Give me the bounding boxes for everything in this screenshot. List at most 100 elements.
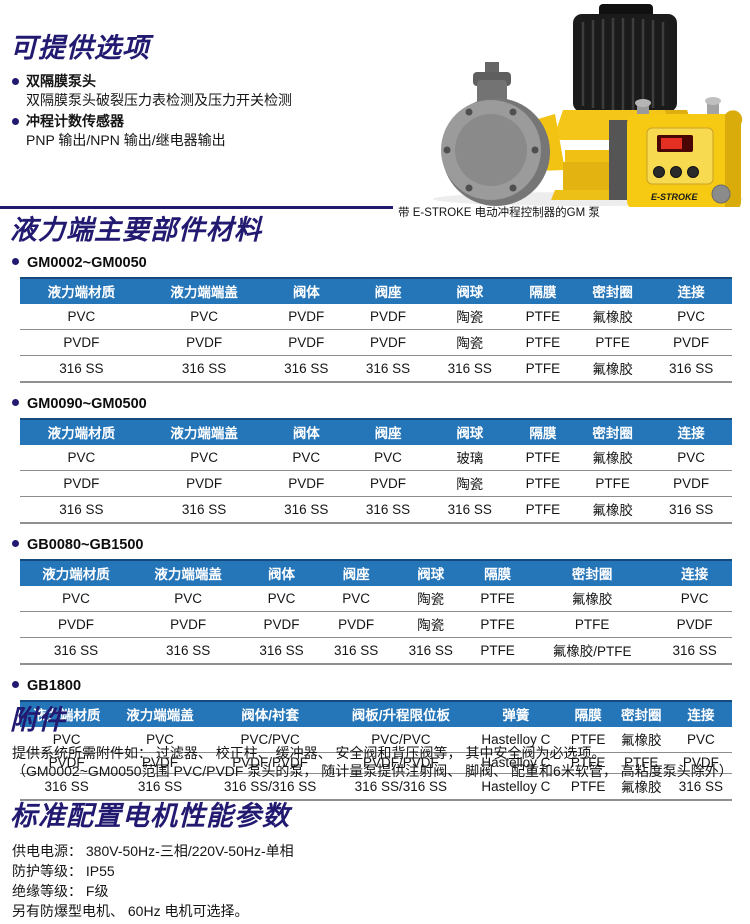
table-row: PVC PVC PVDF PVDF 陶瓷 PTFE 氟橡胶 PVC: [20, 303, 732, 330]
table-cell: PVDF: [244, 611, 319, 638]
bullet-icon: [12, 680, 19, 688]
bullet-icon: [12, 398, 19, 406]
table-cell: PTFE: [468, 585, 528, 612]
gland-cap-right: [705, 97, 721, 105]
table-cell: PVDF: [657, 611, 732, 638]
table-cell: PVDF/PVDF: [206, 752, 334, 774]
motor-line: 供电电源： 380V-50Hz-三相/220V-50Hz-单相: [12, 842, 294, 859]
table-cell: 陶瓷: [428, 470, 511, 497]
table-cell: Hastelloy C: [468, 752, 564, 774]
table-cell: 316 SS: [113, 773, 207, 801]
table-cell: PTFE: [510, 355, 576, 383]
table-cell: PVC: [265, 444, 348, 471]
accessories-text: 提供系统所需附件如： 过滤器、 校正柱、 缓冲器、 安全阀和背压阀等， 其中安全…: [12, 744, 742, 780]
table-cell: PTFE: [510, 496, 576, 524]
column-header: 连接: [650, 276, 732, 304]
table-cell: PTFE: [510, 329, 576, 356]
column-header: 密封圈: [575, 417, 651, 445]
table-cell: PVC/PVC: [206, 726, 334, 753]
table-cell: 316 SS/316 SS: [333, 773, 469, 801]
materials-table: 液力端材质 液力端端盖 阀体 阀座 阀球 隔膜 密封圈 连接 PVC PVC PVC PVC 玻璃 PTF…: [20, 417, 732, 524]
table-cell: 316 SS: [428, 496, 511, 524]
table-cell: 氟橡胶: [575, 355, 651, 383]
motor-line: 防护等级： IP55: [12, 862, 115, 879]
table-cell: 氟橡胶: [612, 726, 670, 753]
port-hole: [711, 184, 731, 204]
brand-label: E-STROKE: [651, 192, 699, 202]
table-cell: PVC: [650, 444, 732, 471]
materials-table: 液力端材质 液力端端盖 阀体/衬套 阀板/升程限位板 弹簧 隔膜 密封圈 连接 PVC PVC PV…: [20, 699, 732, 801]
column-header: 液力端材质: [20, 276, 143, 304]
table-cell: 316 SS: [20, 773, 114, 801]
option-label: 双隔膜泵头: [12, 73, 410, 90]
column-header: 液力端端盖: [132, 558, 245, 586]
table-cell: 氟橡胶: [575, 496, 651, 524]
options-title: 可提供选项: [10, 33, 150, 63]
column-header: 密封圈: [575, 276, 651, 304]
table-cell: PVDF: [347, 329, 429, 356]
table-cell: PTFE: [563, 773, 613, 801]
table-cell: PVDF: [669, 752, 732, 774]
materials-table: 液力端材质 液力端端盖 阀体 阀座 阀球 隔膜 密封圈 连接 PVC PVC PVDF PVDF 陶瓷 P…: [20, 276, 732, 383]
pump-photo: E-STROKE: [413, 2, 748, 211]
column-header: 阀座: [347, 276, 429, 304]
table-cell: 316 SS: [20, 355, 143, 383]
head-inner: [455, 114, 527, 186]
bullet-icon: [12, 257, 19, 265]
controller-shade: [725, 110, 743, 211]
model-range-label: GM0090~GM0500: [27, 395, 147, 412]
table-row: 316 SS 316 SS 316 SS 316 SS 316 SS PTFE 氟橡胶 316…: [20, 496, 732, 524]
table-cell: PVDF: [650, 470, 732, 497]
table-body: PVC PVC PVC PVC 玻璃 PTFE 氟橡胶 PVC PVDF PVDF PVDF PVDF…: [20, 444, 732, 524]
option-label: 冲程计数传感器: [12, 113, 410, 130]
column-header: 密封圈: [612, 699, 670, 727]
materials-title: 液力端主要部件材料: [10, 215, 262, 245]
table-cell: 玻璃: [428, 444, 511, 471]
table-cell: PVDF: [265, 303, 348, 330]
table-row: PVC PVC PVC/PVC PVC/PVC Hastelloy C PTFE 氟橡胶 PV…: [20, 726, 732, 753]
table-cell: 316 SS/316 SS: [206, 773, 334, 801]
column-header: 阀座: [347, 417, 429, 445]
table-row: 316 SS 316 SS 316 SS/316 SS 316 SS/316 SS Ha…: [20, 773, 732, 801]
options-list: 双隔膜泵头 双隔膜泵头破裂压力表检测及压力开关检测 冲程计数传感器 PNP 输出/NP…: [10, 73, 410, 149]
option-item: 双隔膜泵头 双隔膜泵头破裂压力表检测及压力开关检测: [12, 73, 410, 109]
head-bolts: [443, 108, 539, 192]
accessories-line: 提供系统所需附件如： 过滤器、 校正柱、 缓冲器、 安全阀和背压阀等， 其中安全…: [12, 744, 606, 761]
table-cell: PTFE: [527, 611, 658, 638]
model-range-label: GB1800: [27, 677, 82, 694]
option-detail: 双隔膜泵头破裂压力表检测及压力开关检测: [26, 91, 292, 108]
accessories-title: 附件: [10, 705, 66, 735]
material-table-group: GM0002~GM0050 液力端材质 液力端端盖 阀体 阀座 阀球 隔膜 密封圈 连接 PVC P…: [10, 255, 742, 383]
table-cell: PVC: [20, 585, 133, 612]
table-cell: PVC: [20, 444, 143, 471]
column-header: 连接: [669, 699, 732, 727]
table-cell: 316 SS: [393, 637, 469, 665]
table-cell: PVC: [142, 444, 266, 471]
table-cell: PTFE: [575, 329, 651, 356]
table-cell: 陶瓷: [428, 303, 511, 330]
table-cell: PTFE: [563, 726, 613, 753]
table-cell: PVC: [113, 726, 207, 753]
column-header: 阀体: [265, 276, 348, 304]
column-header: 阀体/衬套: [206, 699, 334, 727]
table-cell: PVC: [657, 585, 732, 612]
table-row: 316 SS 316 SS 316 SS 316 SS 316 SS PTFE 氟橡胶 316…: [20, 355, 732, 383]
motor-line: 另有防爆型电机、 60Hz 电机可选择。: [12, 902, 249, 919]
table-row: PVDF PVDF PVDF/PVDF PVDF/PVDF Hastelloy C PTF…: [20, 752, 732, 774]
materials-section: 液力端主要部件材料 GM0002~GM0050 液力端材质 液力端端盖 阀体 阀座 阀球隔…: [10, 215, 742, 801]
pump-illustration: E-STROKE: [433, 4, 743, 211]
table-header: 液力端材质 液力端端盖 阀体 阀座 阀球 隔膜 密封圈 连接: [20, 558, 732, 586]
table-cell: 氟橡胶: [612, 773, 670, 801]
table-cell: PVC: [669, 726, 732, 753]
table-row: PVDF PVDF PVDF PVDF 陶瓷 PTFE PTFE PVDF: [20, 470, 732, 497]
column-header: 液力端端盖: [142, 417, 266, 445]
section-divider: [0, 206, 393, 209]
table-cell: PTFE: [510, 444, 576, 471]
table-cell: PVDF: [20, 329, 143, 356]
table-cell: Hastelloy C: [468, 773, 564, 801]
table-cell: PVDF: [318, 611, 394, 638]
table-row: PVDF PVDF PVDF PVDF 陶瓷 PTFE PTFE PVDF: [20, 611, 732, 638]
table-cell: PVDF: [20, 611, 133, 638]
table-cell: PVC: [650, 303, 732, 330]
column-header: 阀球: [428, 417, 511, 445]
